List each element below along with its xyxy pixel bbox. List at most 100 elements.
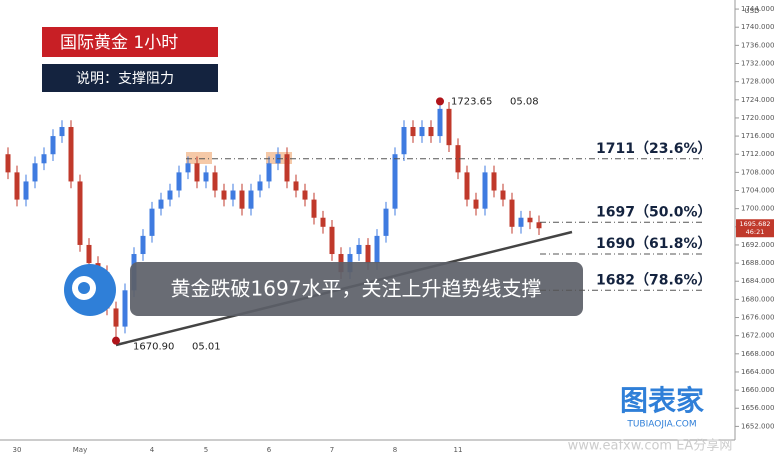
- subtitle-box: [42, 64, 218, 92]
- candle-body: [32, 163, 38, 182]
- candle-body: [230, 190, 236, 200]
- candle-body: [266, 163, 272, 182]
- chart-subtitle: 说明：支撑阻力: [76, 71, 174, 87]
- resistance-marker: [186, 152, 212, 164]
- candle-body: [158, 199, 164, 209]
- candle-body: [509, 199, 515, 227]
- y-tick-label: 1680.000: [741, 295, 774, 303]
- candle-body: [212, 172, 218, 191]
- candle-body: [437, 108, 443, 137]
- y-tick-label: 1684.000: [741, 277, 774, 285]
- candle-body: [374, 235, 380, 264]
- y-tick-label: 1692.000: [741, 241, 774, 249]
- candle-body: [356, 244, 362, 255]
- y-tick-label: 1676.000: [741, 314, 774, 322]
- banner-text: 黄金跌破1697水平，关注上升趋势线支撑: [171, 277, 542, 301]
- candle-body: [257, 181, 263, 191]
- y-tick-label: 1688.000: [741, 259, 774, 267]
- candle-body: [293, 181, 299, 191]
- y-tick-label: 1708.000: [741, 168, 774, 176]
- candle-body: [482, 172, 488, 209]
- candle-body: [248, 190, 254, 209]
- fib-label: 1682（78.6%）: [596, 272, 712, 288]
- y-tick-label: 1668.000: [741, 350, 774, 358]
- candle-body: [23, 181, 29, 200]
- candle-body: [113, 308, 119, 327]
- extreme-point: [436, 97, 444, 106]
- y-tick-label: 1720.000: [741, 114, 774, 122]
- candle-body: [446, 108, 452, 146]
- y-tick-label: 1740.000: [741, 23, 774, 31]
- currency-label: USD: [745, 7, 760, 15]
- watermark-site: TUBIAOJIA.COM: [626, 420, 696, 430]
- candle-body: [302, 190, 308, 200]
- y-tick-label: 1744.000: [741, 5, 774, 13]
- candle-body: [50, 136, 56, 155]
- x-tick-label: 4: [150, 446, 155, 454]
- y-tick-label: 1660.000: [741, 386, 774, 394]
- candle-body: [410, 127, 416, 137]
- candle-body: [86, 244, 92, 264]
- fib-label: 1697（50.0%）: [596, 204, 712, 220]
- y-tick-label: 1728.000: [741, 78, 774, 86]
- extreme-date: 05.08: [510, 96, 539, 107]
- fib-label: 1690（61.8%）: [596, 236, 712, 252]
- x-tick-label: 7: [330, 446, 334, 454]
- candle-body: [149, 208, 155, 236]
- title-box: [42, 27, 218, 57]
- y-tick-label: 1716.000: [741, 132, 774, 140]
- candle-body: [284, 154, 290, 182]
- y-tick-label: 1700.000: [741, 205, 774, 213]
- x-tick-label: 6: [267, 446, 272, 454]
- x-tick-label: May: [73, 446, 87, 454]
- candle-body: [455, 145, 461, 173]
- price-tag-label: 1695.682: [739, 220, 770, 228]
- candle-body: [176, 172, 182, 191]
- candle-body: [68, 127, 74, 182]
- candle-body: [320, 217, 326, 227]
- y-tick-label: 1732.000: [741, 60, 774, 68]
- extreme-label: 1670.90: [133, 342, 174, 353]
- logo-dot: [78, 282, 90, 294]
- candle-body: [185, 163, 191, 173]
- candle-body: [140, 235, 146, 255]
- candle-body: [401, 127, 407, 155]
- watermark-source: www.eafxw.com EA分享网: [568, 438, 733, 454]
- candle-body: [365, 244, 371, 264]
- candle-body: [518, 217, 524, 227]
- candle-body: [167, 190, 173, 200]
- extreme-label: 1723.65: [451, 96, 492, 107]
- candle-body: [428, 127, 434, 137]
- fib-label: 1711（23.6%）: [596, 141, 712, 157]
- candle-body: [59, 127, 65, 137]
- chart-title: 国际黄金 1小时: [60, 33, 178, 53]
- x-tick-label: 5: [204, 446, 208, 454]
- candle-body: [383, 208, 389, 236]
- candle-body: [122, 290, 128, 327]
- candle-body: [5, 154, 11, 173]
- candle-body: [500, 190, 506, 200]
- x-tick-label: 30: [13, 446, 22, 454]
- candle-body: [203, 172, 209, 182]
- candle-body: [473, 199, 479, 209]
- y-tick-label: 1656.000: [741, 404, 774, 412]
- price-tag-countdown: 46:21: [746, 228, 765, 236]
- banner-box: [130, 262, 583, 316]
- candle-body: [329, 226, 335, 255]
- y-tick-label: 1712.000: [741, 150, 774, 158]
- candle-body: [239, 190, 245, 209]
- y-tick-label: 1664.000: [741, 368, 774, 376]
- candle-body: [419, 127, 425, 137]
- y-tick-label: 1736.000: [741, 41, 774, 49]
- price-tag: [736, 219, 774, 238]
- candle-body: [491, 172, 497, 191]
- y-tick-label: 1652.000: [741, 422, 774, 430]
- candle-body: [77, 181, 83, 245]
- candle-body: [14, 172, 20, 200]
- candle-body: [41, 154, 47, 164]
- candle-body: [392, 154, 398, 209]
- candle-body: [527, 217, 533, 223]
- candle-body: [311, 199, 317, 218]
- candle-body: [464, 172, 470, 200]
